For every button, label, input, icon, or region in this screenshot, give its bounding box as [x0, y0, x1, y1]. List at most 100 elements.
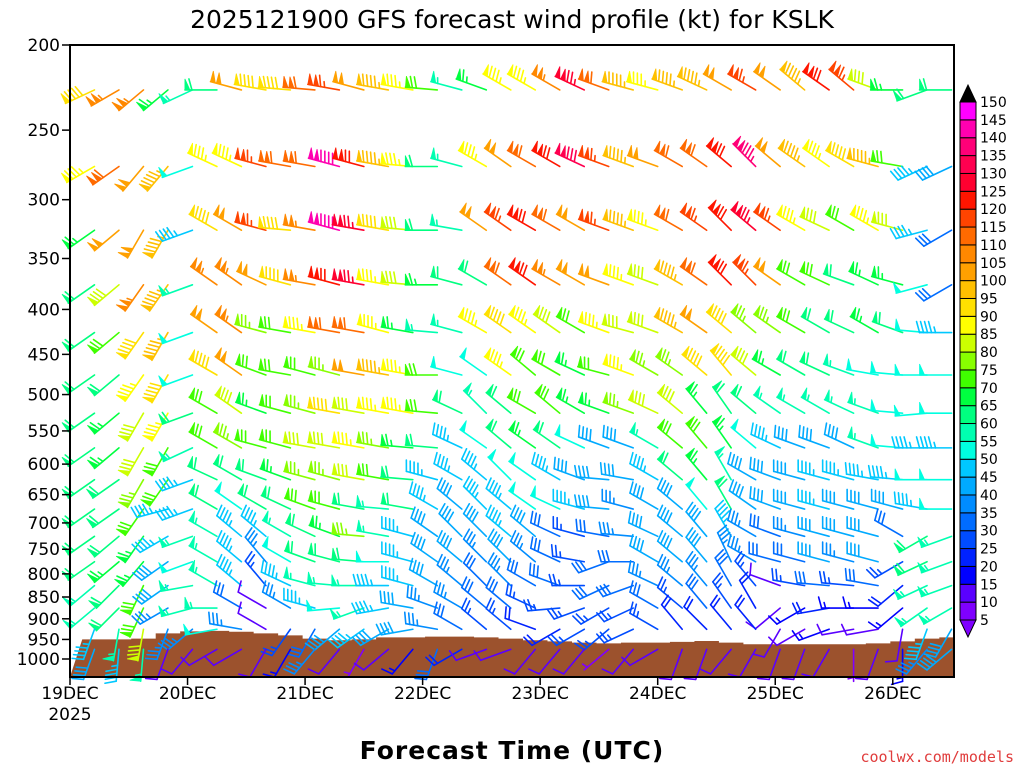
wind-barb [462, 502, 488, 538]
colorbar-box [959, 351, 977, 371]
barb-full [351, 636, 362, 647]
barb-full [916, 662, 928, 671]
wind-barb [380, 396, 414, 414]
barb-full [226, 391, 233, 405]
barb-flag [158, 451, 169, 462]
wind-barb [847, 68, 879, 91]
wind-barb [282, 213, 316, 232]
barb-full [324, 398, 328, 412]
barb-half [737, 545, 741, 553]
barb-half [744, 268, 749, 276]
colorbar-box [959, 548, 977, 567]
barb-flag [758, 65, 766, 79]
barb-full [569, 148, 574, 161]
barb-flag [195, 260, 203, 274]
barb-full [75, 646, 89, 649]
barb-flag [893, 404, 901, 417]
barb-flag [380, 396, 387, 409]
barb-half [148, 507, 154, 514]
barb-flag [219, 260, 227, 274]
barb-full [900, 662, 913, 669]
barb-staff [727, 544, 757, 563]
barb-flag [313, 149, 320, 162]
wind-barb [528, 562, 561, 587]
barb-full [468, 534, 476, 546]
barb-half [228, 520, 233, 527]
barb-full [488, 600, 495, 613]
wind-barb [529, 485, 561, 510]
wind-barb [307, 431, 341, 449]
barb-full [760, 460, 764, 474]
colorbar-label: 110 [980, 238, 1007, 254]
barb-half [557, 610, 563, 618]
barb-full [685, 501, 694, 513]
wind-barb [115, 508, 145, 537]
barb-full [537, 539, 541, 553]
barb-full [162, 477, 171, 489]
barb-full [147, 241, 161, 246]
barb-full [291, 513, 295, 527]
barb-full [468, 557, 476, 570]
barb-half [345, 528, 348, 536]
barb-flag [307, 396, 314, 409]
barb-half [497, 492, 502, 500]
barb-full [798, 571, 803, 584]
wind-barb [214, 347, 243, 376]
barb-full [564, 460, 568, 474]
barb-staff [934, 628, 953, 658]
barb-flag [119, 609, 133, 616]
barb-half [798, 633, 804, 640]
barb-flag [730, 383, 739, 397]
barb-flag [307, 490, 314, 503]
barb-full [633, 264, 636, 278]
barb-full [738, 68, 743, 82]
barb-flag [258, 316, 265, 329]
wind-barb [485, 504, 512, 538]
barb-full [735, 483, 741, 497]
y-tick-label: 450 [28, 345, 60, 365]
barb-full [361, 463, 365, 477]
barb-full [895, 668, 908, 675]
x-tick-label: 22DEC [394, 684, 451, 704]
barb-full [717, 478, 728, 489]
barb-full [123, 458, 136, 464]
wind-barb [237, 580, 267, 609]
wind-barb [408, 557, 439, 587]
barb-full [545, 147, 551, 160]
barb-staff [528, 573, 561, 587]
barb-flag [331, 213, 338, 227]
barb-flag [86, 488, 98, 499]
barb-staff [670, 648, 683, 681]
barb-half [361, 500, 365, 508]
barb-full [856, 464, 860, 478]
barb-staff [603, 628, 635, 644]
barb-flag [283, 460, 290, 474]
barb-half [225, 433, 229, 441]
barb-full [545, 311, 551, 324]
barb-full [494, 207, 500, 221]
barb-staff [656, 514, 683, 538]
barb-full [267, 359, 271, 373]
barb-staff [611, 648, 635, 675]
wind-barb [307, 73, 341, 91]
barb-full [471, 511, 479, 523]
y-axis: 2002503003504004505005506006507007508008… [17, 36, 70, 670]
barb-staff [797, 552, 830, 563]
barb-flag [117, 501, 131, 508]
barb-full [640, 266, 644, 280]
barb-flag [735, 204, 744, 218]
barb-full [588, 313, 591, 327]
barb-half [97, 422, 104, 428]
barb-flag [632, 147, 639, 160]
barb-staff [404, 622, 439, 631]
barb-half [398, 81, 401, 89]
barb-half [884, 471, 888, 480]
barb-full [219, 556, 226, 569]
barb-full [631, 512, 636, 526]
barb-full [237, 580, 242, 593]
barb-full [361, 396, 365, 410]
barb-full [831, 425, 835, 439]
barb-full [629, 601, 634, 615]
barb-full [249, 512, 257, 525]
barb-full [893, 168, 903, 180]
